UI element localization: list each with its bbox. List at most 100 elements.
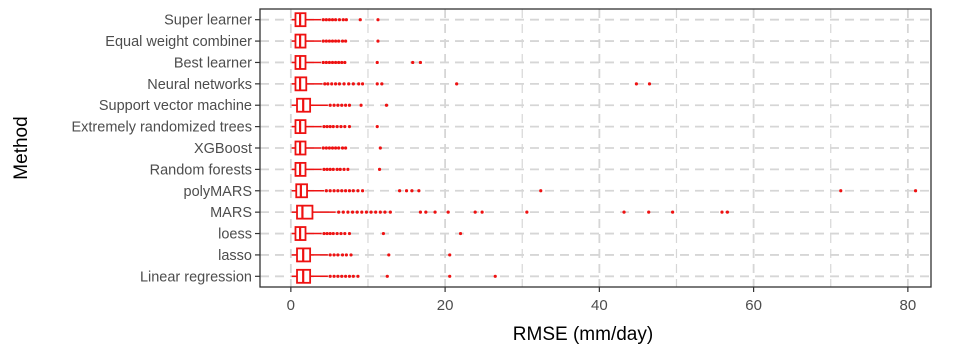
outlier-point [340,39,345,43]
outlier-point [342,82,346,86]
outlier-point [324,18,328,22]
y-tick-label: loess [218,227,252,243]
outlier-point [458,231,463,236]
y-tick-label: polyMARS [184,184,253,200]
outlier-point [332,189,336,193]
grid-lines [260,9,931,287]
outlier-point [327,18,332,22]
outlier-point [337,82,342,86]
outlier-point [324,189,328,193]
outlier-point [473,210,477,214]
outlier-point [344,18,348,22]
outlier-point [480,210,484,214]
y-tick-label: Equal weight combiner [105,34,252,50]
x-tick-label: 0 [287,297,295,314]
outlier-point [328,274,332,278]
outlier-point [340,274,344,278]
outlier-point [333,146,338,150]
outlier-point [410,189,414,193]
outlier-point [328,189,332,193]
box-lasso [291,247,452,263]
outlier-point [327,146,332,150]
outlier-point [328,125,332,129]
outlier-point [344,103,348,107]
outlier-point [344,253,348,257]
outlier-point [333,82,338,86]
x-tick-label: 80 [900,297,917,314]
outlier-point [349,253,353,257]
outlier-point [330,146,335,150]
outlier-point [328,167,332,171]
y-tick-label: Neural networks [147,77,252,93]
outlier-point [381,231,386,236]
outlier-point [356,274,360,278]
y-tick-label: MARS [210,205,252,221]
outlier-point [375,125,379,129]
y-tick-label: Best learner [174,55,252,71]
outlier-point [671,210,675,214]
outlier-point [324,39,328,43]
outlier-point [327,39,332,43]
outlier-point [375,82,379,86]
outlier-point [335,231,339,236]
outlier-point [343,60,347,65]
outlier-point [335,167,339,171]
outlier-point [385,274,389,278]
box-neural-networks [291,76,652,92]
outlier-point [369,210,373,214]
outlier-point [332,253,336,257]
outlier-point [337,39,341,43]
outlier-point [338,167,342,171]
outlier-point [347,82,351,86]
x-axis-title: RMSE (mm/day) [513,324,653,345]
outlier-point [404,189,409,193]
outlier-point [321,60,325,65]
iqr-box [296,204,314,220]
outlier-point [380,82,384,86]
outlier-point [327,60,332,65]
outlier-point [359,103,363,107]
outlier-point [913,189,918,193]
outlier-point [358,18,362,22]
outlier-point [340,253,345,257]
outlier-point [339,125,343,129]
outlier-point [330,39,335,43]
outlier-point [388,210,392,214]
outlier-point [446,210,450,214]
outlier-point [331,125,335,129]
box-mars [291,204,729,220]
x-tick-label: 20 [437,297,454,314]
outlier-point [351,82,355,86]
box-extremely-randomized-trees [291,119,379,135]
outlier-point [418,60,423,65]
outlier-point [343,231,347,236]
outlier-point [347,274,352,278]
outlier-point [350,210,355,214]
outlier-point [339,231,343,236]
outlier-point [321,39,325,43]
outlier-point [433,210,437,214]
outlier-point [360,210,364,214]
outlier-point [333,18,338,22]
outlier-point [331,167,335,171]
box-super-learner [291,12,380,28]
box-best-learner [291,55,423,70]
y-axis-title: Method [11,116,32,179]
outlier-point [647,210,651,214]
outlier-point [647,82,652,86]
outlier-point [340,60,344,65]
y-tick-label: Linear regression [140,269,252,285]
outlier-point [324,60,328,65]
outlier-point [336,103,340,107]
outlier-point [418,210,423,214]
outlier-point [417,189,421,193]
outlier-point [539,189,543,193]
outlier-point [346,210,350,214]
outlier-point [340,103,344,107]
outlier-point [328,231,332,236]
outlier-point [324,146,328,150]
box-xgboost [291,140,382,156]
outlier-point [493,274,497,278]
outlier-point [364,210,369,214]
